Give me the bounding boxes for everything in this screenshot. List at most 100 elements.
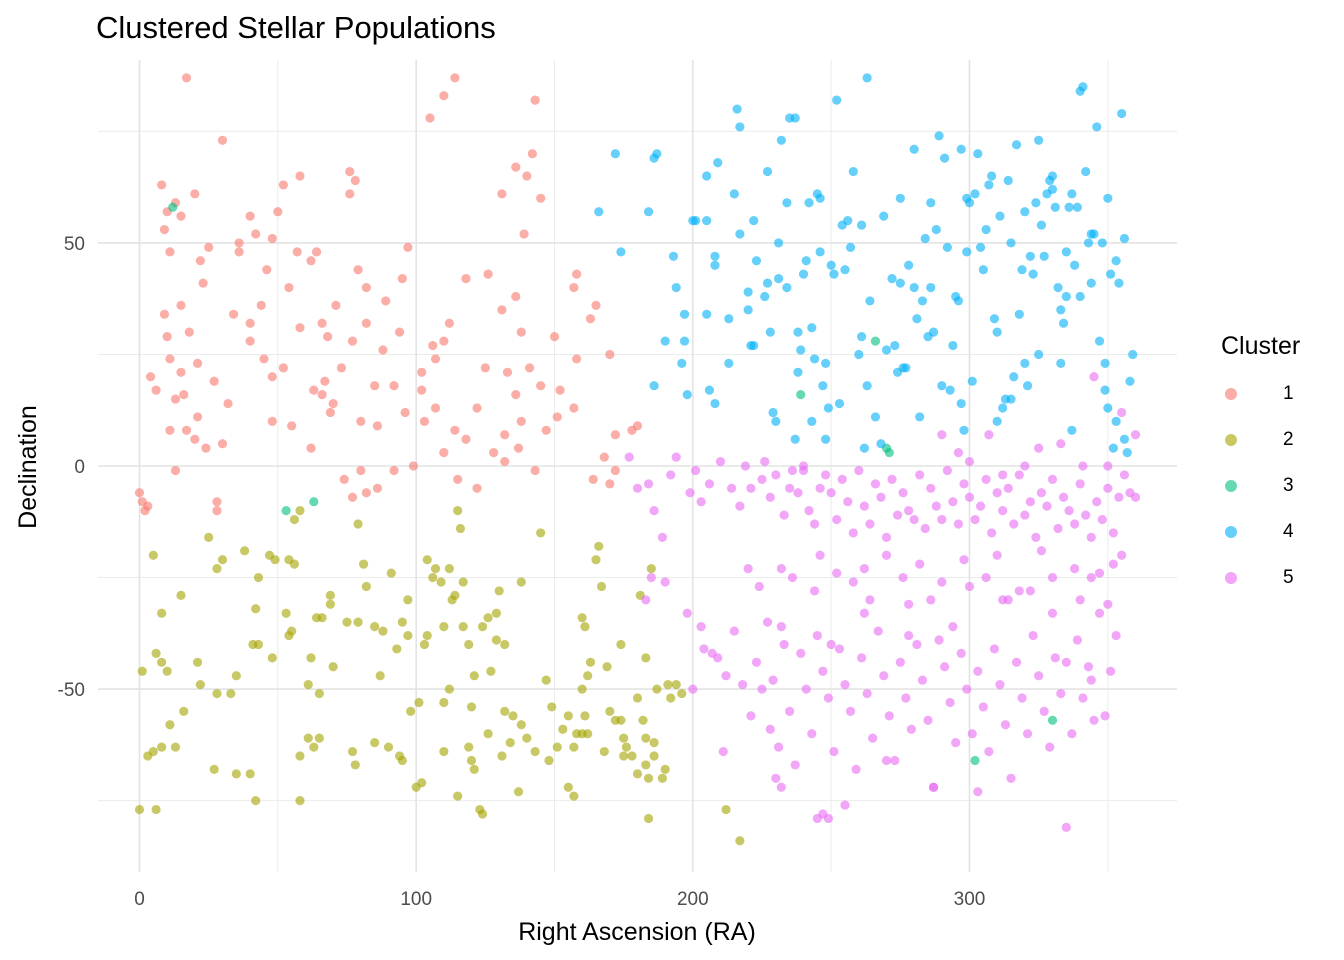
data-point: [1100, 358, 1110, 368]
data-point: [1031, 532, 1041, 542]
legend-entry-3: 3: [1221, 463, 1300, 509]
data-point: [267, 372, 277, 382]
data-point: [978, 702, 988, 712]
data-point: [804, 198, 814, 208]
data-point: [569, 403, 579, 413]
data-point: [898, 572, 908, 583]
data-point: [1045, 742, 1055, 752]
data-point: [1111, 256, 1121, 266]
data-point: [956, 648, 966, 658]
data-point: [887, 274, 897, 284]
data-point: [375, 671, 385, 681]
data-point: [962, 684, 972, 694]
data-point: [453, 506, 463, 516]
data-point: [151, 804, 161, 815]
data-point: [569, 791, 579, 801]
data-point: [934, 131, 944, 141]
data-point: [162, 666, 172, 676]
data-point: [1108, 528, 1118, 538]
data-point: [245, 318, 255, 328]
data-point: [826, 639, 836, 650]
data-point: [1036, 220, 1047, 230]
data-point: [638, 715, 648, 725]
data-point: [826, 260, 836, 270]
data-point: [793, 367, 803, 377]
data-point: [884, 448, 894, 458]
data-point: [356, 416, 366, 426]
data-point: [430, 354, 441, 364]
data-point: [735, 229, 745, 239]
data-point: [353, 617, 363, 627]
data-point: [931, 501, 941, 511]
data-point: [959, 425, 969, 435]
data-point: [702, 309, 712, 319]
data-point: [776, 135, 786, 145]
data-point: [715, 456, 726, 467]
data-point: [970, 514, 980, 525]
data-point: [295, 171, 305, 181]
data-point: [547, 702, 557, 712]
data-point: [809, 354, 820, 364]
data-point: [541, 425, 551, 435]
data-point: [417, 778, 427, 788]
data-point: [771, 416, 781, 426]
series-cluster-4: [594, 73, 1138, 458]
data-point: [1006, 238, 1016, 248]
data-point: [1020, 207, 1030, 217]
data-point: [408, 461, 418, 471]
data-point: [691, 465, 701, 476]
data-point: [859, 608, 869, 618]
data-point: [895, 193, 905, 203]
data-point: [350, 175, 360, 186]
data-point: [1094, 568, 1105, 578]
x-axis-tick-labels: 0 100 200 300: [134, 889, 985, 910]
data-point: [361, 488, 371, 498]
data-point: [785, 483, 795, 493]
data-point: [1103, 193, 1113, 203]
data-point: [212, 497, 222, 507]
data-point: [231, 671, 241, 681]
data-point: [270, 555, 280, 565]
data-point: [868, 733, 878, 743]
data-point: [1103, 403, 1113, 413]
data-point: [1056, 305, 1066, 315]
data-point: [1003, 483, 1013, 493]
data-point: [796, 648, 806, 658]
data-point: [1092, 122, 1102, 132]
data-point: [148, 550, 158, 560]
data-point: [691, 216, 701, 226]
data-point: [757, 474, 767, 484]
data-point: [1020, 461, 1030, 471]
data-point: [735, 501, 745, 511]
data-point: [287, 421, 297, 431]
data-point: [325, 590, 335, 600]
data-point: [400, 407, 410, 418]
data-point: [253, 639, 264, 650]
legend-label: 4: [1283, 521, 1294, 542]
data-point: [619, 751, 629, 761]
data-point: [978, 265, 988, 275]
data-point: [1034, 349, 1044, 360]
data-point: [1075, 595, 1085, 605]
data-point: [417, 385, 427, 395]
data-point: [480, 363, 490, 373]
data-point: [228, 309, 239, 319]
data-point: [406, 706, 416, 716]
data-point: [497, 189, 507, 199]
data-point: [782, 198, 792, 208]
y-tick-label: -50: [58, 680, 85, 701]
data-point: [1070, 564, 1080, 574]
data-point: [790, 760, 800, 770]
data-point: [973, 666, 983, 676]
data-point: [776, 622, 786, 632]
data-point: [472, 403, 482, 413]
data-point: [428, 572, 438, 583]
data-point: [472, 483, 482, 493]
data-point: [702, 216, 712, 226]
data-point: [1086, 278, 1096, 288]
data-point: [1023, 381, 1033, 391]
data-point: [967, 376, 977, 386]
data-point: [1053, 523, 1063, 534]
data-point: [649, 738, 659, 748]
data-point: [1117, 108, 1127, 119]
